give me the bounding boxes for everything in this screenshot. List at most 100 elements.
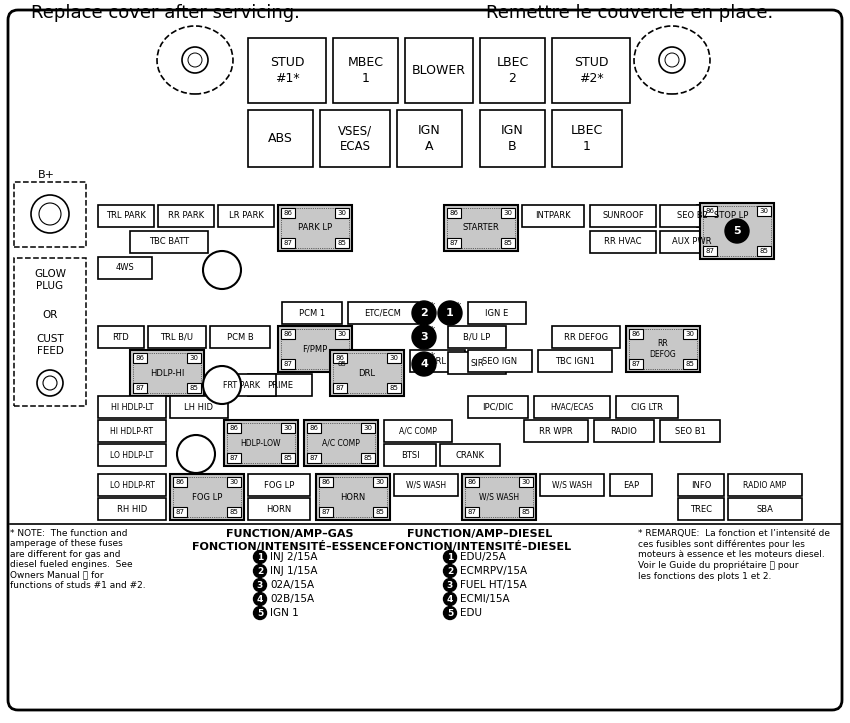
Text: HI HDLP-RT: HI HDLP-RT <box>110 427 154 435</box>
Text: HI HDLP-LT: HI HDLP-LT <box>110 403 153 411</box>
Text: INJ 1/15A: INJ 1/15A <box>270 566 318 576</box>
Text: A/C COMP: A/C COMP <box>322 439 360 448</box>
Bar <box>465 507 479 517</box>
Text: FRT PARK: FRT PARK <box>224 380 260 390</box>
Text: RADIO: RADIO <box>610 427 638 435</box>
Text: 86: 86 <box>175 479 184 485</box>
Bar <box>158 205 214 227</box>
Circle shape <box>177 435 215 473</box>
Bar <box>319 477 333 487</box>
Bar <box>683 329 697 339</box>
Bar <box>335 208 349 218</box>
Text: 2: 2 <box>447 567 453 576</box>
Bar <box>335 329 349 339</box>
Text: SEO B1: SEO B1 <box>675 427 705 435</box>
Text: FOG LP: FOG LP <box>264 481 294 489</box>
Text: 86: 86 <box>309 425 319 431</box>
Bar <box>98 205 154 227</box>
Circle shape <box>188 53 202 67</box>
Text: 4: 4 <box>257 594 264 604</box>
Bar <box>447 208 461 218</box>
Circle shape <box>37 370 63 396</box>
Text: 87: 87 <box>706 248 715 254</box>
Circle shape <box>253 578 267 591</box>
Text: LO HDLP-RT: LO HDLP-RT <box>110 481 155 489</box>
Text: 30: 30 <box>364 425 372 431</box>
Bar <box>703 206 771 256</box>
Text: Remettre le couvercle en place.: Remettre le couvercle en place. <box>486 4 774 22</box>
Text: BTSI: BTSI <box>400 450 419 460</box>
Text: RTD: RTD <box>112 333 129 341</box>
Bar <box>307 423 375 463</box>
Circle shape <box>31 195 69 233</box>
Text: 85: 85 <box>284 455 292 461</box>
Bar <box>187 383 201 393</box>
Bar <box>218 205 274 227</box>
Bar <box>281 238 295 248</box>
Text: LR PARK: LR PARK <box>229 212 264 221</box>
Bar <box>170 396 228 418</box>
Text: LO HDLP-LT: LO HDLP-LT <box>110 450 154 460</box>
Text: 3: 3 <box>420 332 428 342</box>
Text: RR HVAC: RR HVAC <box>604 237 642 247</box>
Text: IGN E: IGN E <box>485 309 508 317</box>
Text: W/S WASH: W/S WASH <box>479 492 519 502</box>
Text: RR PARK: RR PARK <box>168 212 204 221</box>
Text: DRL: DRL <box>359 369 376 377</box>
Text: SEO IGN: SEO IGN <box>483 356 518 366</box>
Text: 30: 30 <box>190 355 199 361</box>
Circle shape <box>253 565 267 578</box>
Circle shape <box>725 219 749 243</box>
Bar <box>173 477 187 487</box>
Bar <box>501 208 515 218</box>
Bar <box>208 374 276 396</box>
Text: 30: 30 <box>337 331 347 337</box>
Bar <box>538 350 612 372</box>
Bar <box>281 329 349 369</box>
Bar <box>480 110 545 167</box>
Text: FUNCTION/AMP–GAS: FUNCTION/AMP–GAS <box>226 529 354 539</box>
Bar <box>397 110 462 167</box>
Text: ETC/ECM: ETC/ECM <box>365 309 401 317</box>
Bar <box>98 498 166 520</box>
Bar <box>278 326 352 372</box>
Bar <box>227 423 241 433</box>
Circle shape <box>444 607 456 620</box>
Bar <box>248 110 313 167</box>
Bar <box>248 374 312 396</box>
Text: HDLP-HI: HDLP-HI <box>150 369 184 377</box>
Text: 1: 1 <box>447 552 453 562</box>
Bar <box>757 246 771 256</box>
Text: TRL B/U: TRL B/U <box>161 333 194 341</box>
Bar <box>683 359 697 369</box>
Text: 87: 87 <box>336 385 344 391</box>
Text: 1: 1 <box>446 308 454 318</box>
Bar <box>227 423 295 463</box>
Bar <box>282 302 342 324</box>
Bar <box>552 326 620 348</box>
Text: RR WPR: RR WPR <box>539 427 573 435</box>
Text: TBC BATT: TBC BATT <box>149 237 189 247</box>
Bar <box>660 420 720 442</box>
Text: 30: 30 <box>284 425 292 431</box>
Bar <box>678 474 724 496</box>
Text: 86: 86 <box>321 479 331 485</box>
Bar <box>590 231 656 253</box>
Circle shape <box>412 325 436 349</box>
Bar <box>480 38 545 103</box>
Bar <box>320 110 390 167</box>
Text: FOG LP: FOG LP <box>192 492 222 502</box>
Bar <box>133 383 147 393</box>
Text: TBC IGN1: TBC IGN1 <box>555 356 595 366</box>
Text: INJ 2/15A: INJ 2/15A <box>270 552 318 562</box>
Text: 87: 87 <box>135 385 144 391</box>
Bar <box>660 205 724 227</box>
Text: SEO B2: SEO B2 <box>677 212 707 221</box>
Bar <box>98 326 144 348</box>
Text: B/U LP: B/U LP <box>463 333 490 341</box>
Text: FUEL HT/15A: FUEL HT/15A <box>460 580 527 590</box>
Bar <box>281 329 295 339</box>
Text: 30: 30 <box>760 208 768 214</box>
Circle shape <box>253 550 267 563</box>
Text: *: * <box>429 325 435 338</box>
